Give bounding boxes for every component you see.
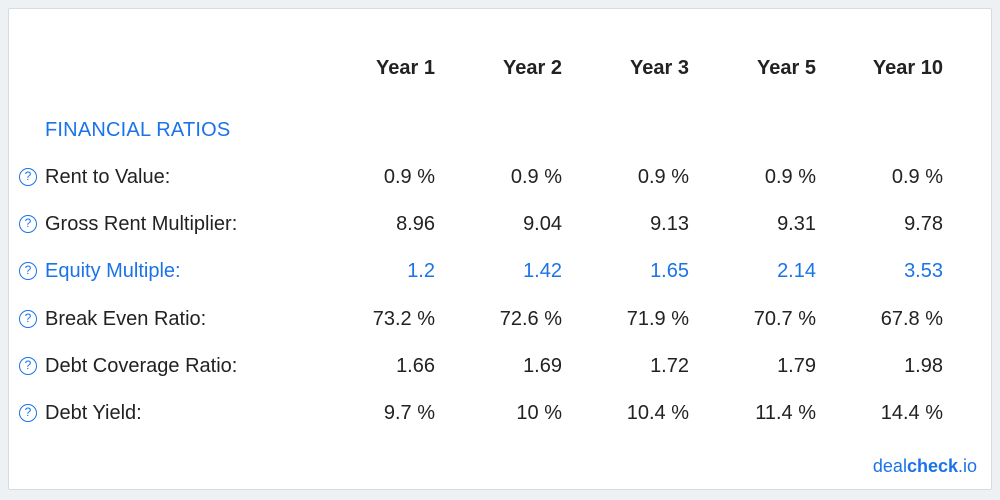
row-label: Gross Rent Multiplier: bbox=[45, 213, 238, 235]
header-year-10: Year 10 bbox=[872, 57, 943, 79]
row-label[interactable]: Equity Multiple: bbox=[45, 260, 181, 282]
brand-part-io: .io bbox=[957, 456, 977, 476]
value-year-10: 3.53 bbox=[904, 260, 943, 282]
help-icon[interactable]: ? bbox=[19, 357, 37, 375]
brand-part-check: check bbox=[906, 456, 958, 476]
row-debt-coverage-ratio: ? Debt Coverage Ratio: 1.66 1.69 1.72 1.… bbox=[9, 348, 991, 388]
header-year-1: Year 1 bbox=[376, 57, 435, 79]
value-year-1: 73.2 % bbox=[372, 308, 435, 330]
value-year-5: 0.9 % bbox=[764, 166, 816, 188]
value-year-1: 0.9 % bbox=[383, 166, 435, 188]
help-icon[interactable]: ? bbox=[19, 168, 37, 186]
financial-ratios-card: Year 1 Year 2 Year 3 Year 5 Year 10 FINA… bbox=[8, 8, 992, 490]
value-year-5: 70.7 % bbox=[753, 308, 816, 330]
value-year-1: 1.2 bbox=[407, 260, 435, 282]
value-year-5: 11.4 % bbox=[755, 402, 816, 424]
row-label: Break Even Ratio: bbox=[45, 308, 207, 330]
value-year-1: 9.7 % bbox=[383, 402, 435, 424]
value-year-2: 10 % bbox=[516, 402, 562, 424]
value-year-2: 0.9 % bbox=[510, 166, 562, 188]
row-rent-to-value: ? Rent to Value: 0.9 % 0.9 % 0.9 % 0.9 %… bbox=[9, 159, 991, 199]
value-year-10: 14.4 % bbox=[880, 402, 943, 424]
help-icon[interactable]: ? bbox=[19, 404, 37, 422]
value-year-3: 10.4 % bbox=[626, 402, 689, 424]
value-year-10: 0.9 % bbox=[891, 166, 943, 188]
year-header-row: Year 1 Year 2 Year 3 Year 5 Year 10 bbox=[9, 57, 991, 97]
value-year-5: 1.79 bbox=[777, 355, 816, 377]
value-year-5: 9.31 bbox=[777, 213, 816, 235]
row-label: Debt Yield: bbox=[45, 402, 142, 424]
section-title: FINANCIAL RATIOS bbox=[45, 119, 231, 141]
value-year-3: 1.65 bbox=[650, 260, 689, 282]
header-year-5: Year 5 bbox=[757, 57, 816, 79]
value-year-10: 1.98 bbox=[904, 355, 943, 377]
row-break-even-ratio: ? Break Even Ratio: 73.2 % 72.6 % 71.9 %… bbox=[9, 301, 991, 341]
value-year-3: 0.9 % bbox=[637, 166, 689, 188]
row-label: Rent to Value: bbox=[45, 166, 171, 188]
value-year-10: 67.8 % bbox=[880, 308, 943, 330]
value-year-2: 72.6 % bbox=[499, 308, 562, 330]
row-label: Debt Coverage Ratio: bbox=[45, 355, 238, 377]
header-year-3: Year 3 bbox=[630, 57, 689, 79]
value-year-5: 2.14 bbox=[777, 260, 816, 282]
row-gross-rent-multiplier: ? Gross Rent Multiplier: 8.96 9.04 9.13 … bbox=[9, 206, 991, 246]
help-icon[interactable]: ? bbox=[19, 215, 37, 233]
value-year-2: 9.04 bbox=[523, 213, 562, 235]
value-year-3: 1.72 bbox=[650, 355, 689, 377]
row-debt-yield: ? Debt Yield: 9.7 % 10 % 10.4 % 11.4 % 1… bbox=[9, 395, 991, 435]
value-year-10: 9.78 bbox=[904, 213, 943, 235]
value-year-3: 9.13 bbox=[650, 213, 689, 235]
brand-part-deal: deal bbox=[872, 456, 907, 476]
value-year-2: 1.69 bbox=[523, 355, 562, 377]
help-icon[interactable]: ? bbox=[19, 310, 37, 328]
value-year-1: 8.96 bbox=[396, 213, 435, 235]
value-year-1: 1.66 bbox=[396, 355, 435, 377]
row-equity-multiple[interactable]: ? Equity Multiple: 1.2 1.42 1.65 2.14 3.… bbox=[9, 253, 991, 293]
value-year-3: 71.9 % bbox=[626, 308, 689, 330]
value-year-2: 1.42 bbox=[523, 260, 562, 282]
dealcheck-logo: dealcheck.io bbox=[873, 456, 977, 477]
help-icon[interactable]: ? bbox=[19, 262, 37, 280]
header-year-2: Year 2 bbox=[503, 57, 562, 79]
